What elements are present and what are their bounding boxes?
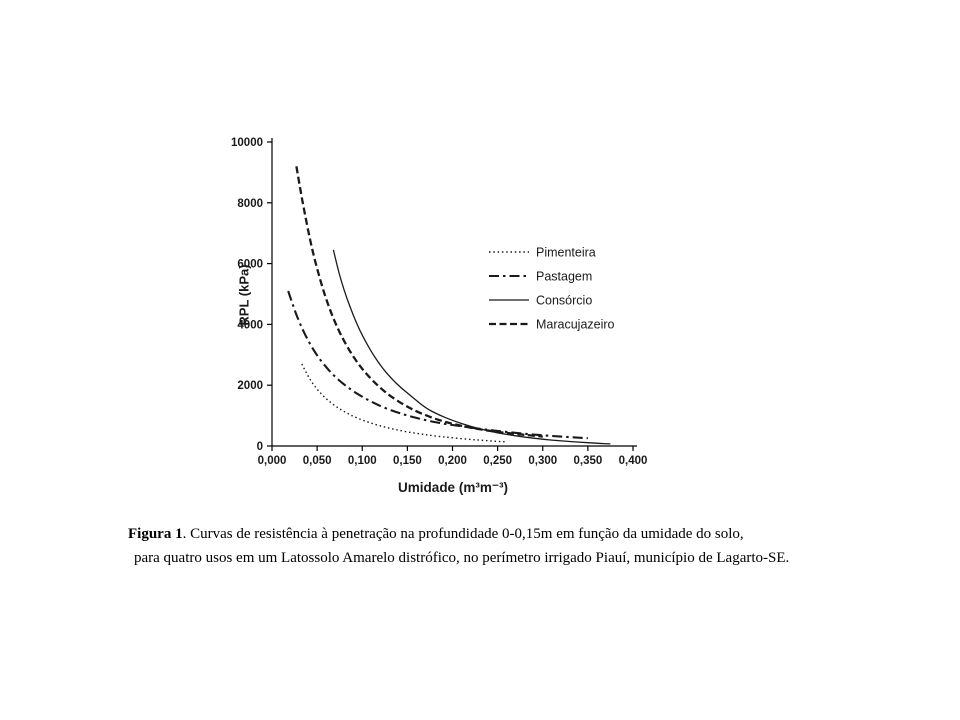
x-tick-label: 0,000 bbox=[258, 455, 287, 467]
caption-line-1: Figura 1. Curvas de resistência à penetr… bbox=[128, 522, 848, 546]
y-tick-label: 8000 bbox=[237, 198, 263, 210]
legend-label-pastagem: Pastagem bbox=[536, 270, 592, 284]
caption-line-1-text: . Curvas de resistência à penetração na … bbox=[182, 526, 744, 542]
x-tick-label: 0,250 bbox=[483, 455, 512, 467]
caption-line-2: para quatro usos em um Latossolo Amarelo… bbox=[134, 550, 790, 566]
y-tick-label: 4000 bbox=[237, 319, 263, 331]
y-tick-label: 2000 bbox=[237, 380, 263, 392]
series-line-maracujazeiro bbox=[295, 166, 543, 438]
y-tick-label: 6000 bbox=[237, 259, 263, 271]
figure-label: Figura 1 bbox=[128, 526, 183, 542]
x-tick-label: 0,300 bbox=[528, 455, 557, 467]
series-line-cons-rcio bbox=[332, 249, 611, 445]
y-tick-label: 10000 bbox=[231, 137, 263, 149]
x-tick-label: 0,400 bbox=[619, 455, 648, 467]
legend-label-cons-rcio: Consórcio bbox=[536, 294, 592, 308]
legend-label-pimenteira: Pimenteira bbox=[536, 246, 596, 260]
series-line-pastagem bbox=[287, 290, 588, 440]
x-tick-label: 0,050 bbox=[303, 455, 332, 467]
x-tick-label: 0,350 bbox=[573, 455, 602, 467]
series-line-pimenteira bbox=[301, 363, 507, 443]
figure-caption: Figura 1. Curvas de resistência à penetr… bbox=[128, 522, 848, 570]
y-tick-label: 0 bbox=[257, 441, 263, 453]
x-axis-title: Umidade (m³m⁻³) bbox=[398, 480, 508, 495]
x-tick-label: 0,200 bbox=[438, 455, 467, 467]
x-tick-label: 0,100 bbox=[348, 455, 377, 467]
y-axis-title: RPL (kPa) bbox=[236, 264, 252, 326]
legend-label-maracujazeiro: Maracujazeiro bbox=[536, 318, 615, 332]
x-tick-label: 0,150 bbox=[393, 455, 422, 467]
